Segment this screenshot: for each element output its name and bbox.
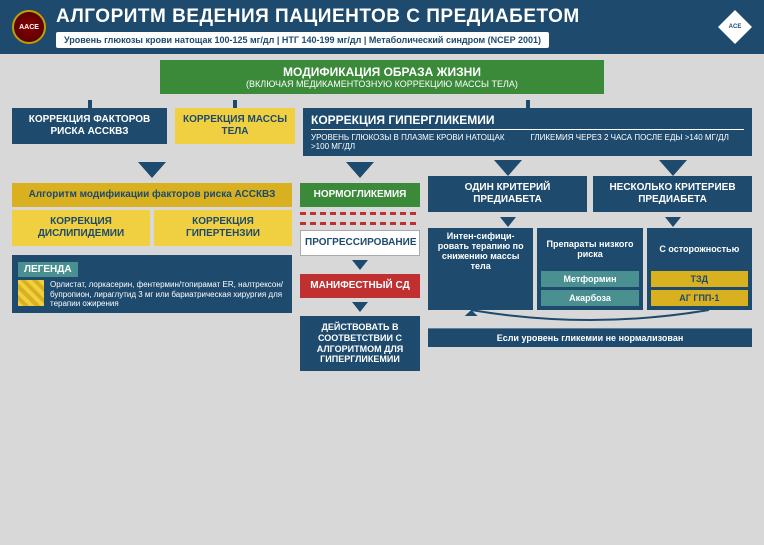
header-text: АЛГОРИТМ ВЕДЕНИЯ ПАЦИЕНТОВ С ПРЕДИАБЕТОМ…: [56, 6, 708, 48]
feedback-arrow-icon: [428, 310, 752, 324]
row-branches: КОРРЕКЦИЯ ФАКТОРОВ РИСКА АССКВЗ КОРРЕКЦИ…: [12, 100, 752, 156]
legend-swatch-icon: [18, 280, 44, 306]
rec-head-2: Препараты низкого риска: [541, 232, 638, 268]
row-details: Алгоритм модификации факторов риска АССК…: [12, 160, 752, 371]
header: AACE АЛГОРИТМ ВЕДЕНИЯ ПАЦИЕНТОВ С ПРЕДИА…: [0, 0, 764, 54]
divider-icon: [300, 212, 420, 215]
box-algorithm: Алгоритм модификации факторов риска АССК…: [12, 183, 292, 207]
logo-ace: ACE: [718, 10, 752, 44]
pill-tzd: ТЗД: [651, 271, 748, 287]
left-column: Алгоритм модификации факторов риска АССК…: [12, 160, 292, 313]
legend-text: Орлистат, лоркасерин, фентермин/топирама…: [50, 280, 286, 309]
lifestyle-sub: (ВКЛЮЧАЯ МЕДИКАМЕНТОЗНУЮ КОРРЕКЦИЮ МАССЫ…: [165, 79, 599, 89]
middle-column: НОРМОГЛИКЕМИЯ ПРОГРЕССИРОВАНИЕ МАНИФЕСТН…: [300, 160, 420, 371]
pill-metformin: Метформин: [541, 271, 638, 287]
page-title: АЛГОРИТМ ВЕДЕНИЯ ПАЦИЕНТОВ С ПРЕДИАБЕТОМ: [56, 6, 708, 28]
legend-title: ЛЕГЕНДА: [18, 262, 78, 277]
pill-acarbose: Акарбоза: [541, 290, 638, 306]
lifestyle-title: МОДИФИКАЦИЯ ОБРАЗА ЖИЗНИ: [165, 65, 599, 79]
legend: ЛЕГЕНДА Орлистат, лоркасерин, фентермин/…: [12, 255, 292, 313]
box-weight: КОРРЕКЦИЯ МАССЫ ТЕЛА: [175, 108, 295, 144]
divider-icon: [300, 222, 420, 225]
hyperg-criteria-2: ГЛИКЕМИЯ ЧЕРЕЗ 2 ЧАСА ПОСЛЕ ЕДЫ >140 МГ/…: [531, 133, 745, 151]
rec-head-3: С осторожностью: [651, 232, 748, 268]
box-manifest: МАНИФЕСТНЫЙ СД: [300, 274, 420, 298]
box-many-criteria: НЕСКОЛЬКО КРИТЕРИЕВ ПРЕДИАБЕТА: [593, 176, 752, 212]
recommendations: Интен-сифици-ровать терапию по снижению …: [428, 228, 752, 310]
right-column: ОДИН КРИТЕРИЙ ПРЕДИАБЕТА НЕСКОЛЬКО КРИТЕ…: [428, 160, 752, 347]
rec-caution: С осторожностью ТЗД АГ ГПП-1: [647, 228, 752, 310]
content: МОДИФИКАЦИЯ ОБРАЗА ЖИЗНИ (ВКЛЮЧАЯ МЕДИКА…: [0, 54, 764, 541]
poster: AACE АЛГОРИТМ ВЕДЕНИЯ ПАЦИЕНТОВ С ПРЕДИА…: [0, 0, 764, 545]
hyperg-title: КОРРЕКЦИЯ ГИПЕРГЛИКЕМИИ: [311, 113, 744, 130]
rec-footer-text: Если уровень гликемии не нормализован: [428, 328, 752, 347]
rec-footer: Если уровень гликемии не нормализован: [428, 328, 752, 347]
box-hyperglycemia: КОРРЕКЦИЯ ГИПЕРГЛИКЕМИИ УРОВЕНЬ ГЛЮКОЗЫ …: [303, 108, 752, 156]
box-progression: ПРОГРЕССИРОВАНИЕ: [300, 230, 420, 256]
hyperg-criteria-1: УРОВЕНЬ ГЛЮКОЗЫ В ПЛАЗМЕ КРОВИ НАТОЩАК >…: [311, 133, 525, 151]
box-hypertension: КОРРЕКЦИЯ ГИПЕРТЕНЗИИ: [154, 210, 292, 246]
rec-lowrisk: Препараты низкого риска Метформин Акарбо…: [537, 228, 642, 310]
logo-aace: AACE: [12, 10, 46, 44]
box-action: ДЕЙСТВОВАТЬ В СООТВЕТСТВИИ С АЛГОРИТМОМ …: [300, 316, 420, 371]
box-normoglycemia: НОРМОГЛИКЕМИЯ: [300, 183, 420, 207]
box-one-criterion: ОДИН КРИТЕРИЙ ПРЕДИАБЕТА: [428, 176, 587, 212]
rec-head-1: Интен-сифици-ровать терапию по снижению …: [432, 232, 529, 272]
rec-intensify: Интен-сифици-ровать терапию по снижению …: [428, 228, 533, 310]
lifestyle-box: МОДИФИКАЦИЯ ОБРАЗА ЖИЗНИ (ВКЛЮЧАЯ МЕДИКА…: [160, 60, 604, 94]
box-risk: КОРРЕКЦИЯ ФАКТОРОВ РИСКА АССКВЗ: [12, 108, 167, 144]
pill-glp1: АГ ГПП-1: [651, 290, 748, 306]
box-dyslipidemia: КОРРЕКЦИЯ ДИСЛИПИДЕМИИ: [12, 210, 150, 246]
subtitle: Уровень глюкозы крови натощак 100-125 мг…: [56, 32, 549, 48]
